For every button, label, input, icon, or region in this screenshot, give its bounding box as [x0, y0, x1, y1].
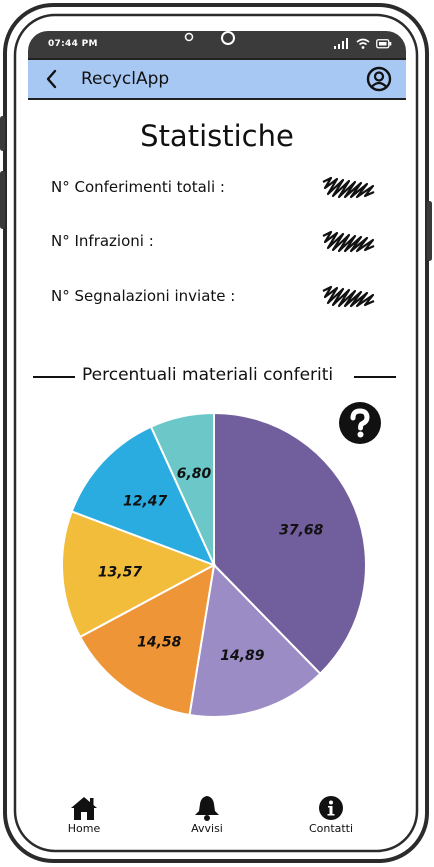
stat-row-infrazioni: N° Infrazioni :	[51, 230, 391, 254]
stat-label: N° Segnalazioni inviate :	[51, 287, 236, 305]
profile-icon[interactable]	[366, 66, 392, 92]
screen: 07:44 PM	[28, 31, 406, 839]
tab-label: Contatti	[308, 822, 354, 835]
pie-slice-label: 14,89	[220, 648, 265, 664]
status-time: 07:44 PM	[48, 39, 98, 49]
redacted-value-scribble	[322, 176, 375, 199]
tab-label: Avvisi	[191, 822, 223, 835]
tab-avvisi[interactable]: Avvisi	[167, 791, 247, 839]
pie-slice-label: 12,47	[123, 494, 168, 510]
volume-button	[0, 171, 5, 229]
power-button	[427, 201, 432, 261]
signal-icon	[334, 38, 348, 49]
stat-row-segnalazioni: N° Segnalazioni inviate :	[51, 285, 391, 309]
app-bar: RecyclApp	[28, 58, 406, 100]
home-icon	[71, 797, 97, 820]
tab-label: Home	[67, 822, 101, 835]
pie-slice	[78, 563, 216, 717]
pie-slice-label: 14,58	[137, 635, 182, 651]
battery-icon	[376, 38, 392, 48]
wifi-icon	[356, 38, 370, 49]
pie-slice-label: 37,68	[279, 522, 324, 538]
app-title: RecyclApp	[81, 69, 170, 89]
pie-slice	[188, 562, 322, 718]
bell-icon	[195, 796, 219, 821]
pie-slice-label: 6,80	[177, 466, 212, 482]
stat-row-conferimenti: N° Conferimenti totali :	[51, 176, 391, 200]
pie-slice	[149, 411, 215, 566]
stat-label: N° Infrazioni :	[51, 232, 154, 250]
section-title: Percentuali materiali conferiti	[82, 365, 334, 385]
pie-chart: 37,68 14,89 14,58 13,57 12,47 6,80	[61, 411, 367, 718]
page-title: Statistiche	[140, 119, 294, 153]
info-icon	[319, 796, 343, 820]
tab-contatti[interactable]: Contatti	[291, 791, 371, 839]
tab-bar: Home Avvisi Contatti	[28, 791, 406, 839]
redacted-value-scribble	[322, 230, 375, 253]
mute-switch	[0, 116, 5, 151]
section-divider: Percentuali materiali conferiti	[28, 365, 406, 389]
back-icon[interactable]	[40, 67, 64, 91]
stat-label: N° Conferimenti totali :	[51, 178, 225, 196]
help-icon[interactable]	[338, 401, 382, 445]
pie-slice	[70, 425, 216, 567]
notch	[184, 31, 235, 45]
divider-line-right	[354, 376, 396, 378]
divider-line-left	[33, 376, 75, 378]
redacted-value-scribble	[322, 285, 375, 308]
pie-slice	[61, 510, 217, 639]
status-bar: 07:44 PM	[28, 31, 406, 58]
pie-slice-label: 13,57	[98, 564, 143, 580]
tab-home[interactable]: Home	[44, 791, 124, 839]
pie-slice	[213, 411, 367, 676]
